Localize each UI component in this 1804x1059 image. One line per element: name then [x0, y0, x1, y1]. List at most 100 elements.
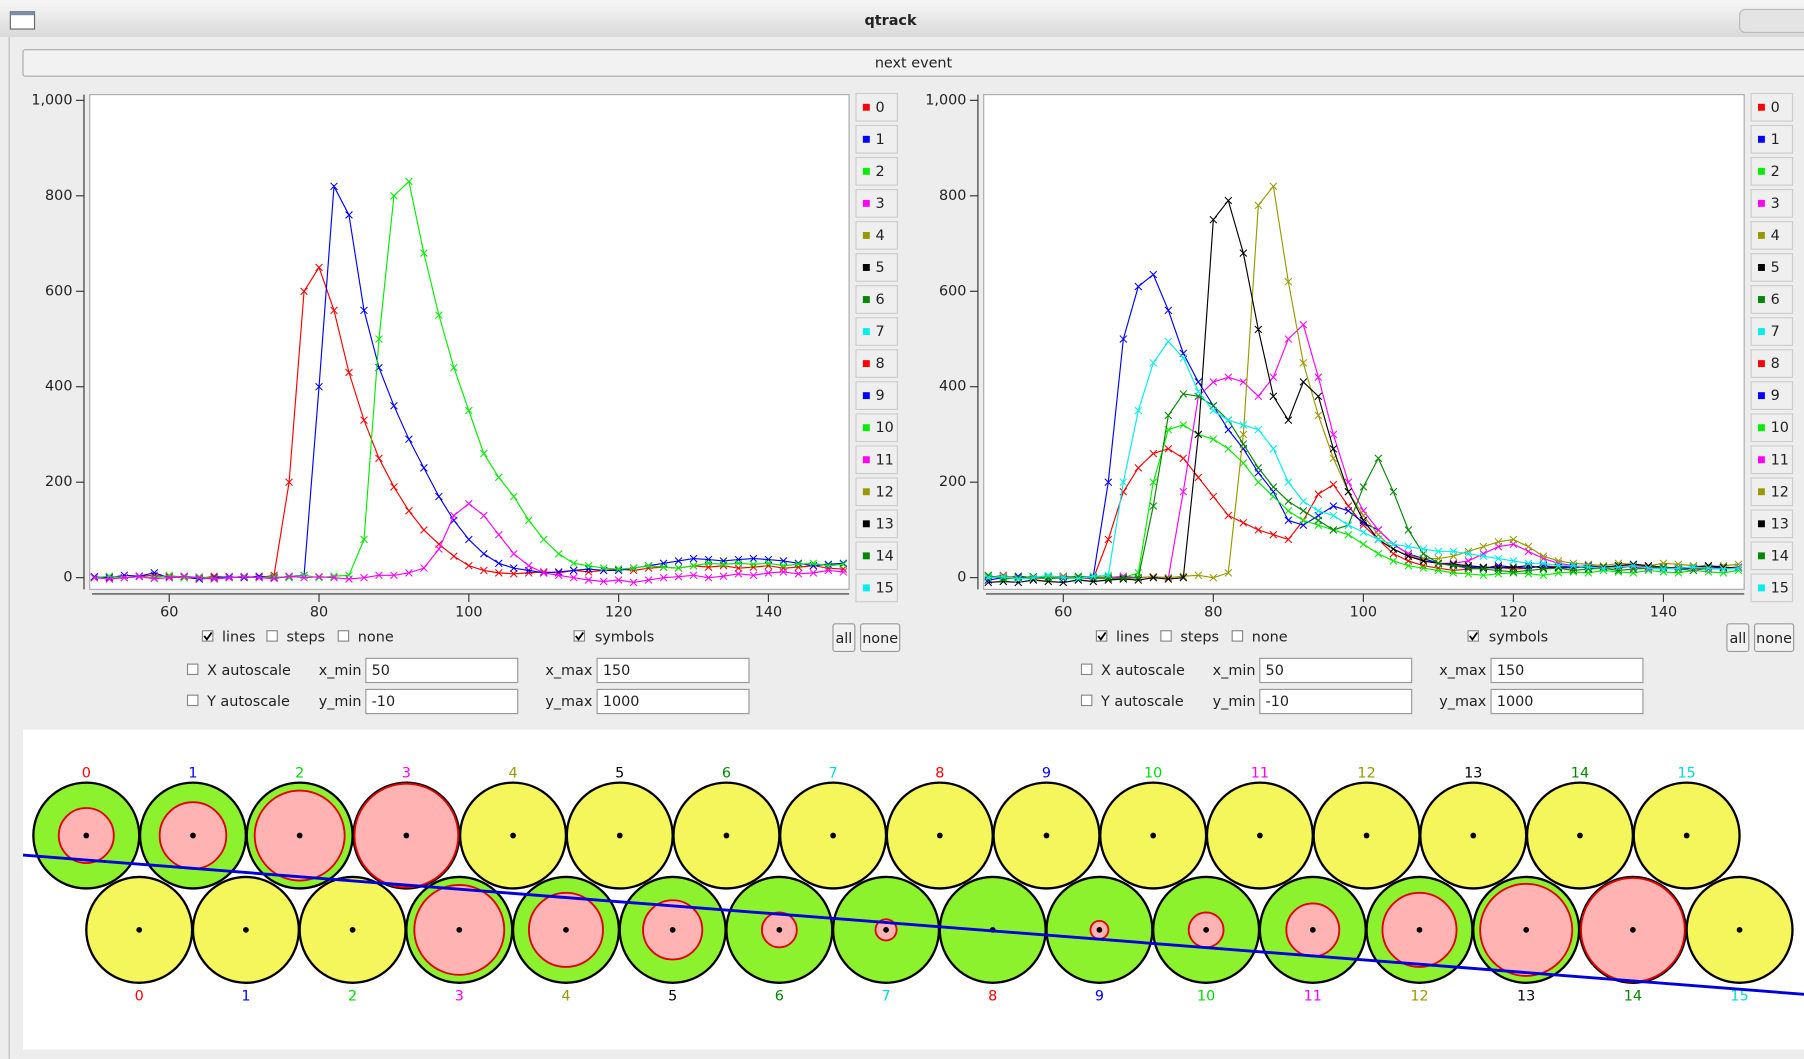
legend-swatch — [863, 104, 870, 111]
legend-label: 2 — [876, 164, 885, 180]
wire — [1097, 927, 1103, 933]
line-style-checkbox[interactable] — [267, 631, 277, 641]
legend-label: 13 — [876, 516, 894, 532]
wire — [724, 833, 730, 839]
series-button-label: all — [836, 631, 853, 647]
range-label: x_max — [1439, 663, 1487, 679]
legend-label: 8 — [1771, 356, 1780, 372]
legend-label: 11 — [1771, 452, 1789, 468]
wire — [1150, 833, 1156, 839]
legend-swatch — [1758, 584, 1765, 591]
legend-label: 10 — [876, 420, 894, 436]
wire — [1310, 927, 1316, 933]
legend-label: 0 — [876, 100, 885, 116]
autoscale-checkbox[interactable] — [188, 695, 198, 705]
legend-swatch — [1758, 296, 1765, 303]
legend-swatch — [863, 488, 870, 495]
tube-label: 12 — [1410, 989, 1428, 1005]
tube-label: 10 — [1144, 765, 1162, 781]
legend-label: 15 — [1771, 580, 1789, 596]
legend-swatch — [1758, 424, 1765, 431]
plot-canvas — [90, 95, 849, 590]
autoscale-checkbox[interactable] — [1081, 664, 1091, 674]
legend-swatch — [863, 520, 870, 527]
legend-swatch — [863, 328, 870, 335]
range-input-value: -10 — [372, 694, 395, 710]
wire — [350, 927, 356, 933]
y-tick-label: 600 — [45, 283, 72, 299]
autoscale-label: Y autoscale — [1100, 694, 1184, 710]
wire — [83, 833, 89, 839]
range-input-value: -10 — [1266, 694, 1289, 710]
tube-label: 0 — [135, 989, 144, 1005]
wire — [883, 927, 889, 933]
y-tick-label: 0 — [63, 570, 72, 586]
y-tick-label: 800 — [939, 188, 966, 204]
app-window: qtrack next event 0123456789101112131415… — [0, 0, 1804, 1059]
legend-swatch — [1758, 168, 1765, 175]
legend-swatch — [1758, 104, 1765, 111]
wire — [830, 833, 836, 839]
tube-label: 3 — [455, 989, 464, 1005]
y-tick-label: 600 — [939, 283, 966, 299]
wire — [190, 833, 196, 839]
x-tick-label: 120 — [605, 604, 632, 620]
legend-swatch — [1758, 520, 1765, 527]
line-style-checkbox[interactable] — [1232, 631, 1242, 641]
symbols-label: symbols — [595, 630, 654, 646]
window-buttons[interactable] — [1740, 9, 1804, 32]
legend-swatch — [1758, 264, 1765, 271]
legend-label: 7 — [1771, 324, 1780, 340]
wire — [1470, 833, 1476, 839]
tube-label: 14 — [1624, 989, 1642, 1005]
legend-swatch — [863, 360, 870, 367]
tube-label: 1 — [188, 765, 197, 781]
legend-swatch — [863, 200, 870, 207]
line-style-label: lines — [1116, 630, 1149, 646]
wire — [776, 927, 782, 933]
legend-swatch — [1758, 552, 1765, 559]
legend-label: 6 — [1771, 292, 1780, 308]
wire — [1257, 833, 1263, 839]
range-input-value: 50 — [1266, 663, 1284, 679]
wire — [1523, 927, 1529, 933]
autoscale-checkbox[interactable] — [188, 664, 198, 674]
tube-label: 9 — [1042, 765, 1051, 781]
tube-label: 13 — [1517, 989, 1535, 1005]
legend-swatch — [863, 232, 870, 239]
tube-label: 4 — [508, 765, 517, 781]
autoscale-checkbox[interactable] — [1081, 695, 1091, 705]
legend-swatch — [1758, 136, 1765, 143]
symbols-label: symbols — [1489, 630, 1548, 646]
tube-label: 4 — [561, 989, 570, 1005]
tube-label: 2 — [295, 765, 304, 781]
tube-label: 6 — [775, 989, 784, 1005]
legend-swatch — [863, 552, 870, 559]
y-tick-label: 0 — [957, 570, 966, 586]
x-tick-label: 140 — [755, 604, 782, 620]
range-input-value: 1000 — [603, 694, 640, 710]
series-button-label: all — [1729, 631, 1746, 647]
tube-label: 1 — [241, 989, 250, 1005]
wire — [670, 927, 676, 933]
legend-swatch — [1758, 360, 1765, 367]
range-input-value: 150 — [1497, 663, 1524, 679]
range-label: y_max — [1439, 694, 1487, 710]
y-tick-label: 1,000 — [31, 92, 72, 108]
legend-label: 8 — [876, 356, 885, 372]
wire — [1684, 833, 1690, 839]
wire — [563, 927, 569, 933]
line-style-label: none — [1252, 630, 1288, 646]
legend-swatch — [1758, 392, 1765, 399]
legend-label: 0 — [1771, 100, 1780, 116]
page: {"window":{"title":"qtrack","button":"ne… — [0, 0, 1804, 1059]
legend-label: 2 — [1771, 164, 1780, 180]
tube-label: 0 — [82, 765, 91, 781]
range-label: x_min — [319, 663, 362, 679]
x-tick-label: 100 — [455, 604, 482, 620]
line-style-checkbox[interactable] — [1161, 631, 1171, 641]
line-style-checkbox[interactable] — [338, 631, 348, 641]
y-tick-label: 200 — [45, 474, 72, 490]
tube-label: 15 — [1677, 765, 1695, 781]
y-tick-label: 800 — [45, 188, 72, 204]
